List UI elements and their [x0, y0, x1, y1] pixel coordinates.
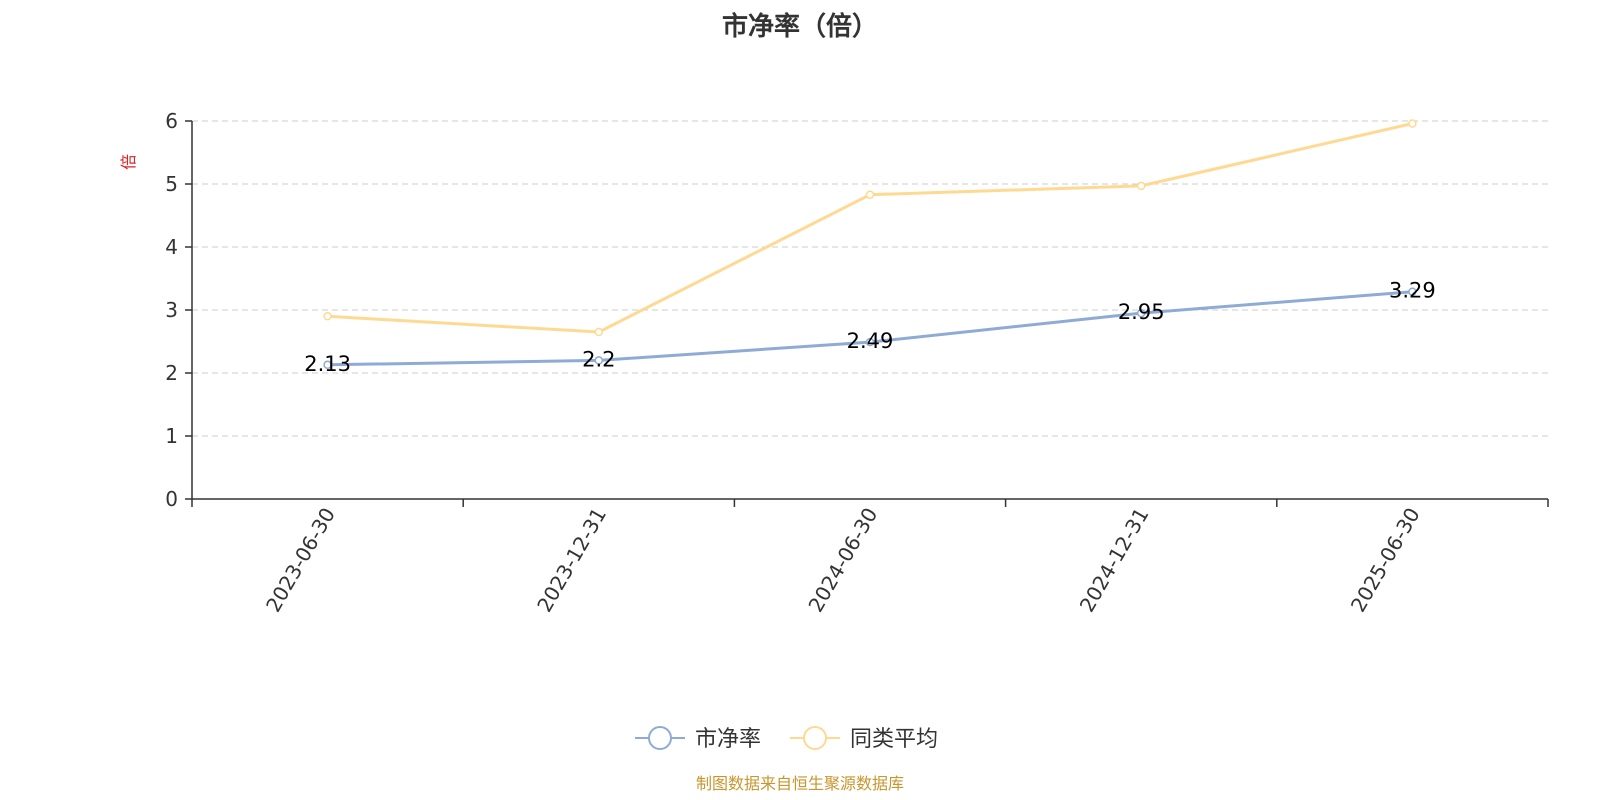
y-tick-label: 3 [165, 298, 178, 322]
data-point [865, 190, 875, 199]
legend-item: 市净率 [635, 726, 761, 752]
data-label: 3.29 [1389, 279, 1436, 303]
grid-lines [192, 120, 1548, 437]
legend-marker [803, 726, 827, 750]
data-point [594, 356, 604, 365]
legend-item: 同类平均 [790, 726, 938, 752]
data-point [594, 327, 604, 337]
x-tick-label: 2023-06-30 [261, 504, 340, 617]
x-tick-label: 2023-12-31 [532, 504, 611, 617]
series-line [327, 122, 1413, 334]
y-tick-label: 1 [165, 424, 178, 448]
series-lines [323, 119, 1417, 370]
x-tick-label: 2025-06-30 [1346, 504, 1425, 617]
legend-marker [648, 726, 672, 750]
data-labels: 2.13 2.2 2.49 2.95 3.29 [304, 279, 1436, 376]
legend-label: 市净率 [695, 727, 761, 752]
data-label: 2.13 [304, 352, 351, 376]
x-tick-label: 2024-12-31 [1075, 504, 1154, 617]
y-tick-label: 6 [165, 109, 178, 133]
y-axis-label: 倍 [119, 154, 138, 170]
data-point [323, 312, 332, 321]
y-tick-label: 5 [165, 172, 178, 196]
footer-source: 制图数据来自恒生聚源数据库 [695, 774, 904, 793]
data-label: 2.95 [1118, 300, 1165, 324]
chart-title: 市净率（倍） [721, 12, 878, 42]
data-point [1136, 181, 1146, 191]
legend-label: 同类平均 [850, 727, 938, 752]
x-tick-label: 2024-06-30 [803, 504, 882, 617]
y-tick-label: 4 [165, 235, 178, 259]
y-tick-label: 0 [165, 487, 178, 511]
data-point [1408, 287, 1417, 296]
data-point [1136, 308, 1146, 318]
data-label: 2.49 [847, 329, 894, 353]
y-tick-label: 2 [165, 361, 178, 385]
data-point [323, 360, 332, 370]
legend: 市净率 同类平均 [635, 726, 938, 752]
data-point [1408, 119, 1417, 128]
data-label: 2.2 [582, 347, 615, 371]
data-point [865, 337, 875, 347]
